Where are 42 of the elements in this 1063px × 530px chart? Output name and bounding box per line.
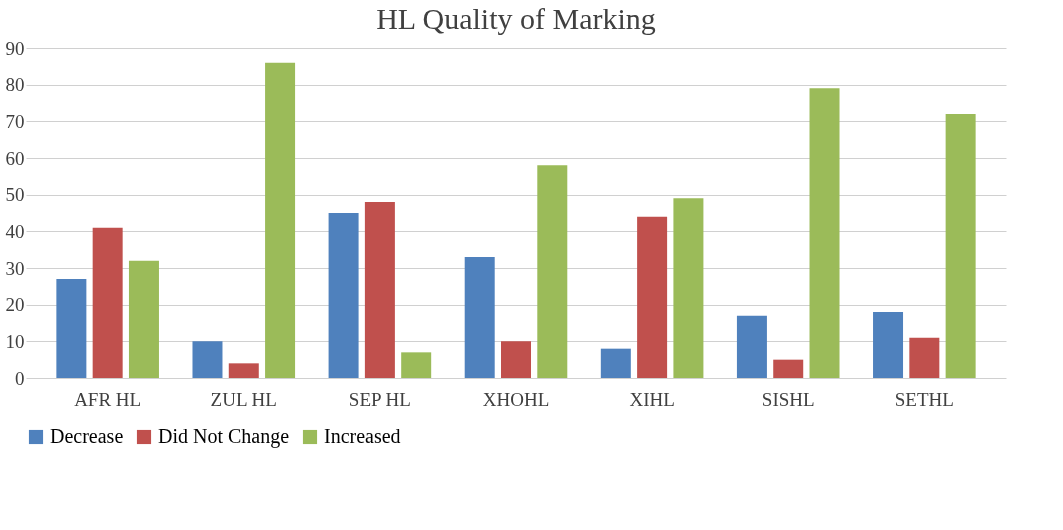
chart-title: HL Quality of Marking xyxy=(376,2,656,35)
bar xyxy=(56,279,87,378)
bar xyxy=(537,165,568,378)
bar xyxy=(600,348,631,378)
x-tick-label: ZUL HL xyxy=(210,388,277,410)
legend-label: Increased xyxy=(324,425,401,447)
y-tick-label: 80 xyxy=(5,74,25,96)
y-tick-label: 20 xyxy=(5,294,25,316)
bar xyxy=(464,257,495,378)
y-tick-label: 60 xyxy=(5,147,25,169)
bar xyxy=(265,62,296,378)
bar xyxy=(128,260,159,378)
bar xyxy=(364,202,395,378)
x-tick-label: XIHL xyxy=(629,388,675,410)
y-tick-label: 70 xyxy=(5,110,25,132)
x-tick-label: AFR HL xyxy=(74,388,142,410)
bar xyxy=(92,227,123,378)
bar xyxy=(809,88,840,378)
bar xyxy=(637,216,668,378)
bar xyxy=(328,213,359,378)
x-tick-label: XHOHL xyxy=(482,388,550,410)
x-tick-label: SEP HL xyxy=(348,388,411,410)
legend-label: Did Not Change xyxy=(158,425,290,448)
y-tick-label: 30 xyxy=(5,257,25,279)
bar xyxy=(192,341,223,378)
bar xyxy=(401,352,432,378)
bar xyxy=(773,359,804,378)
y-tick-label: 40 xyxy=(5,220,25,242)
y-tick-label: 10 xyxy=(5,330,25,352)
bar xyxy=(228,363,259,378)
bar xyxy=(945,114,976,378)
bar xyxy=(673,198,704,378)
legend-label: Decrease xyxy=(50,425,124,447)
x-tick-label: SISHL xyxy=(761,388,815,410)
y-tick-label: 0 xyxy=(15,367,25,389)
y-tick-label: 90 xyxy=(5,37,25,59)
bar xyxy=(501,341,531,378)
bar xyxy=(736,315,767,378)
bar xyxy=(909,337,940,378)
x-tick-label: SETHL xyxy=(894,388,954,410)
y-tick-label: 50 xyxy=(5,184,25,206)
bar xyxy=(873,312,904,378)
